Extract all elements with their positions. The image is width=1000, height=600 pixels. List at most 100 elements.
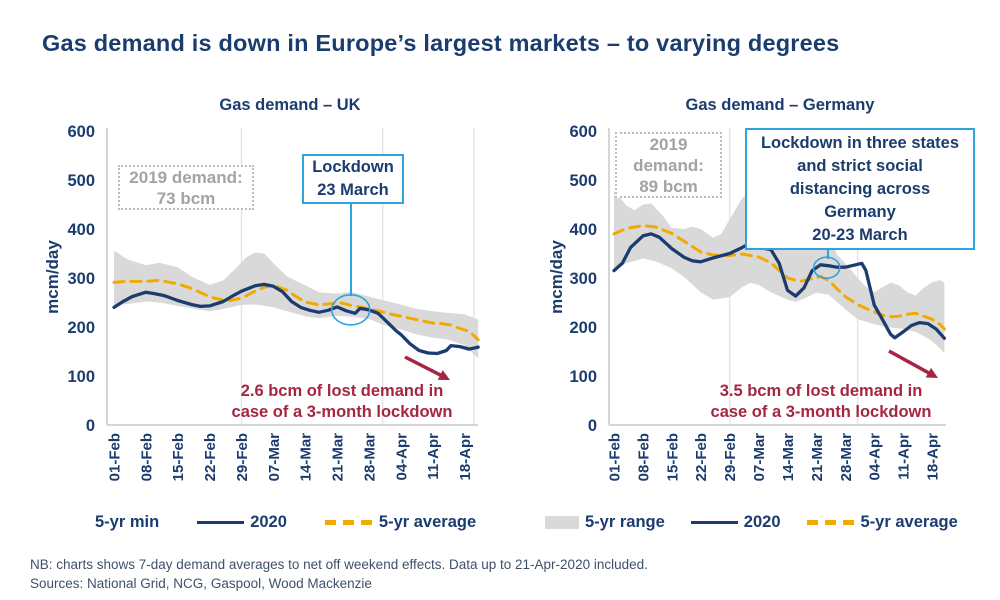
- lockdown-highlight-ellipse: [812, 256, 841, 280]
- legend-label: 2020: [743, 513, 781, 531]
- svg-text:600: 600: [569, 123, 597, 141]
- decline-arrowhead: [925, 367, 938, 378]
- svg-text:28-Mar: 28-Mar: [361, 433, 378, 482]
- svg-text:100: 100: [569, 368, 597, 386]
- callout-line: 73 bcm: [156, 188, 216, 208]
- annotation-line: case of a 3-month lockdown: [231, 403, 453, 421]
- callout-line: Lockdown: [312, 158, 394, 176]
- svg-text:15-Feb: 15-Feb: [664, 433, 681, 481]
- annotation-line: 3.5 bcm of lost demand in: [719, 382, 923, 400]
- callout-line: 2019 demand:: [129, 167, 243, 187]
- callout-line: and strict social: [797, 156, 923, 175]
- decline-arrow: [404, 355, 444, 379]
- svg-text:08-Feb: 08-Feb: [635, 433, 652, 481]
- germany-lockdown-callout: Lockdown in three states and strict soci…: [745, 128, 975, 250]
- dashed-line-swatch-icon: [324, 520, 373, 525]
- decline-arrowhead: [437, 370, 450, 380]
- svg-text:08-Feb: 08-Feb: [138, 433, 155, 481]
- svg-text:29-Feb: 29-Feb: [722, 433, 739, 481]
- line-2020: [112, 282, 480, 356]
- x-axis-tick-labels: 01-Feb 08-Feb 15-Feb 22-Feb 29-Feb 07-Mar 14-M…: [107, 433, 475, 482]
- svg-text:29-Feb: 29-Feb: [234, 433, 251, 481]
- svg-text:18-Apr: 18-Apr: [925, 433, 942, 481]
- solid-line-swatch-icon: [690, 520, 738, 525]
- callout-line: distancing across: [789, 179, 931, 198]
- legend-item-5yr-average: 5-yr average: [324, 513, 477, 532]
- svg-text:11-Apr: 11-Apr: [425, 433, 442, 480]
- legend-label: 5-yr min: [95, 513, 160, 531]
- legend-label: 5-yr average: [860, 513, 958, 531]
- svg-text:04-Apr: 04-Apr: [393, 433, 410, 481]
- svg-text:600: 600: [67, 123, 95, 141]
- callout-line: demand:: [633, 155, 704, 175]
- svg-text:500: 500: [569, 172, 597, 190]
- y-axis-tick-labels: 0 100 200 300 400 500 600: [569, 123, 597, 435]
- svg-text:14-Mar: 14-Mar: [298, 433, 315, 482]
- page-title: Gas demand is down in Europe’s largest m…: [42, 30, 840, 56]
- svg-text:01-Feb: 01-Feb: [607, 433, 624, 481]
- germany-legend: 5-yr range 2020 5-yr average: [545, 513, 958, 532]
- callout-line: 2019: [649, 134, 688, 154]
- uk-lockdown-callout: Lockdown 23 March: [302, 154, 404, 204]
- callout-line: Germany: [824, 202, 896, 221]
- svg-text:18-Apr: 18-Apr: [457, 433, 474, 481]
- svg-text:04-Apr: 04-Apr: [867, 433, 884, 481]
- annotation-line: case of a 3-month lockdown: [710, 403, 932, 421]
- svg-text:22-Feb: 22-Feb: [693, 433, 710, 481]
- uk-chart: 0 100 200 300 400 500 600 01-Feb 08-Feb 15-Feb 22-…: [67, 123, 480, 482]
- svg-text:14-Mar: 14-Mar: [780, 433, 797, 482]
- svg-text:01-Feb: 01-Feb: [107, 433, 124, 481]
- germany-lockdown-connector-line: [827, 248, 829, 259]
- svg-text:15-Feb: 15-Feb: [170, 433, 187, 481]
- svg-text:400: 400: [67, 221, 95, 239]
- uk-chart-title: Gas demand – UK: [219, 96, 361, 114]
- dashed-line-swatch-icon: [806, 520, 855, 525]
- legend-item-2020: 2020: [197, 513, 287, 532]
- svg-text:11-Apr: 11-Apr: [896, 433, 913, 480]
- uk-legend: 5-yr min 2020 5-yr average: [95, 513, 476, 532]
- callout-line: 89 bcm: [639, 176, 698, 196]
- germany-2019-demand-callout: 2019 demand: 89 bcm: [615, 132, 722, 198]
- callout-line: Lockdown in three states: [760, 133, 960, 152]
- legend-label: 5-yr range: [585, 513, 665, 531]
- uk-2019-demand-callout: 2019 demand: 73 bcm: [118, 165, 254, 210]
- callout-line: 23 March: [317, 181, 389, 199]
- footnote: NB: charts shows 7-day demand averages t…: [30, 555, 648, 593]
- germany-lost-demand-annotation: 3.5 bcm of lost demand in case of a 3-mo…: [698, 381, 944, 423]
- svg-text:300: 300: [569, 270, 597, 288]
- legend-label: 5-yr average: [378, 513, 477, 531]
- legend-item-5yr-average: 5-yr average: [806, 513, 958, 532]
- legend-item-5yr-min: 5-yr min: [95, 513, 159, 532]
- legend-item-2020: 2020: [690, 513, 781, 532]
- svg-text:300: 300: [67, 270, 95, 288]
- annotation-line: 2.6 bcm of lost demand in: [240, 382, 444, 400]
- svg-text:200: 200: [67, 319, 95, 337]
- svg-text:07-Mar: 07-Mar: [751, 433, 768, 482]
- svg-text:28-Mar: 28-Mar: [838, 433, 855, 482]
- band-swatch-icon: [545, 516, 579, 529]
- germany-chart-title: Gas demand – Germany: [685, 96, 875, 114]
- legend-item-5yr-range: 5-yr range: [545, 513, 665, 532]
- footnote-sources-line: Sources: National Grid, NCG, Gaspool, Wo…: [30, 576, 372, 591]
- svg-text:0: 0: [86, 417, 95, 435]
- x-axis-tick-labels: 01-Feb 08-Feb 15-Feb 22-Feb 29-Feb 07-Mar 14-M…: [607, 433, 942, 482]
- svg-text:100: 100: [67, 368, 95, 386]
- callout-line: 20-23 March: [812, 225, 908, 244]
- uk-lost-demand-annotation: 2.6 bcm of lost demand in case of a 3-mo…: [222, 381, 462, 423]
- svg-text:07-Mar: 07-Mar: [266, 433, 283, 482]
- solid-line-swatch-icon: [197, 520, 245, 525]
- footnote-note-line: NB: charts shows 7-day demand averages t…: [30, 557, 648, 572]
- uk-lockdown-connector-line: [350, 202, 352, 296]
- svg-text:0: 0: [588, 417, 597, 435]
- five-yr-average-line: [112, 278, 480, 342]
- decline-arrow: [888, 349, 933, 376]
- germany-chart: 0 100 200 300 400 500 600 01-Feb 08-Feb 15-Feb 22-…: [569, 123, 947, 482]
- svg-text:22-Feb: 22-Feb: [202, 433, 219, 481]
- svg-text:200: 200: [569, 319, 597, 337]
- svg-text:500: 500: [67, 172, 95, 190]
- line-2020: [612, 232, 947, 340]
- svg-text:21-Mar: 21-Mar: [809, 433, 826, 482]
- svg-text:21-Mar: 21-Mar: [330, 433, 347, 482]
